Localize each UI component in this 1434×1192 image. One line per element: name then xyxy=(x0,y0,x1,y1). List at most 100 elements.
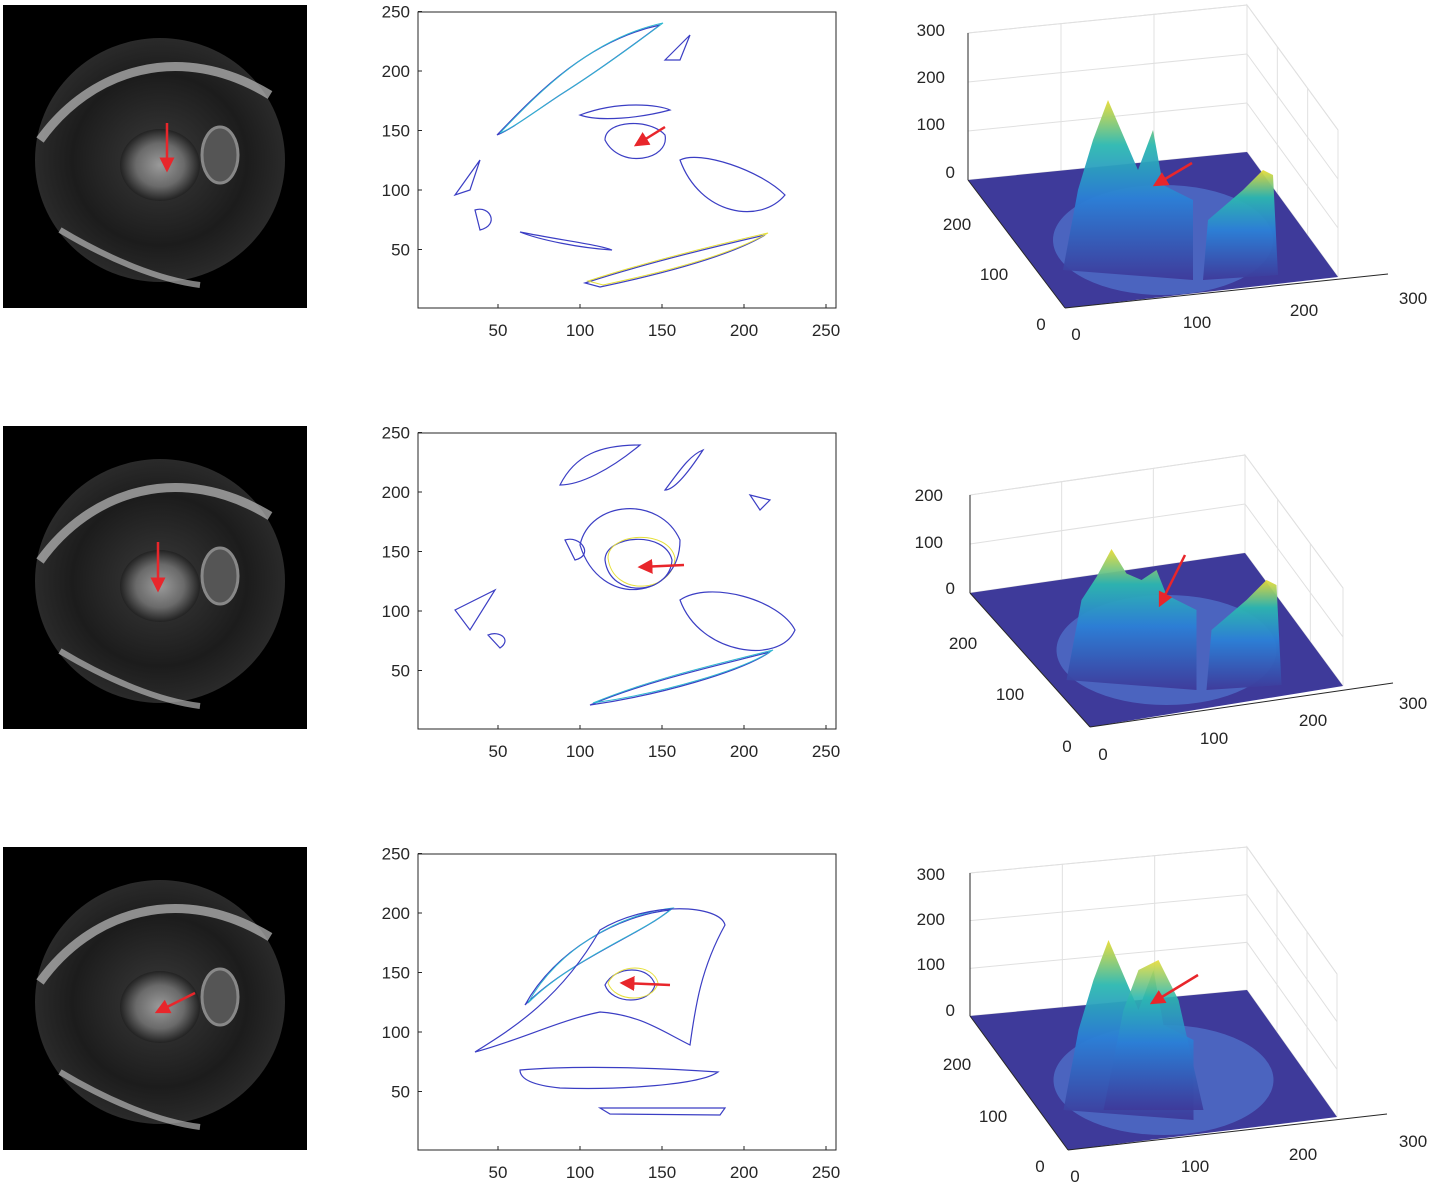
contour-line xyxy=(519,1066,720,1090)
x-tick-label: 100 xyxy=(566,1163,594,1182)
red-arrow-icon xyxy=(633,125,666,147)
contour-axes-box xyxy=(417,853,837,1151)
grid-line xyxy=(967,4,1339,131)
x-tick-label: 250 xyxy=(812,321,840,340)
x-tick-label: 100 xyxy=(1183,313,1211,332)
z-tick-label: 100 xyxy=(917,115,945,134)
contour-line xyxy=(604,538,673,589)
y-tick-label: 100 xyxy=(382,602,410,621)
mri-image xyxy=(3,426,307,729)
mri-chest-wall xyxy=(36,483,273,564)
y-tick-label: 50 xyxy=(391,1083,410,1102)
contour-line xyxy=(454,588,497,632)
y-tick-label: 150 xyxy=(382,964,410,983)
z-tick-label: 300 xyxy=(917,21,945,40)
red-arrow-icon xyxy=(637,558,685,574)
mri-structure xyxy=(200,546,240,606)
mri-bright-band xyxy=(58,1069,201,1130)
z-tick-label: 0 xyxy=(946,163,955,182)
x-axis xyxy=(1067,1113,1388,1151)
x-tick-label: 100 xyxy=(1181,1157,1209,1176)
surface-plot: 0 100 200 0 100 200 300 0 100 200 xyxy=(915,453,1427,764)
y-tick-label: 0 xyxy=(1036,315,1045,334)
z-tick-label: 200 xyxy=(915,486,943,505)
y-tick-label: 200 xyxy=(382,904,410,923)
red-arrow-icon xyxy=(1158,554,1187,608)
y-tick-label: 100 xyxy=(980,265,1008,284)
contour-plot: 50 100 150 200 250 50 100 150 200 250 xyxy=(382,3,841,341)
surface-ridge xyxy=(1206,580,1282,690)
figure-row-2: 50 100 150 200 250 50 100 150 200 250 0 100 200 0 100 2… xyxy=(3,424,1427,764)
x-tick-label: 50 xyxy=(489,321,508,340)
surface-ridge xyxy=(1203,170,1278,280)
mri-structure xyxy=(200,967,240,1027)
contour-line xyxy=(579,508,681,591)
z-tick-label: 200 xyxy=(917,910,945,929)
contour-line xyxy=(663,34,691,61)
contour-line xyxy=(604,123,666,160)
y-tick-label: 100 xyxy=(979,1107,1007,1126)
x-tick-label: 250 xyxy=(812,742,840,761)
x-tick-label: 300 xyxy=(1399,1132,1427,1151)
x-tick-label: 0 xyxy=(1098,745,1107,764)
x-tick-label: 200 xyxy=(730,321,758,340)
y-tick-label: 150 xyxy=(382,122,410,141)
contour-line xyxy=(564,538,586,561)
y-tick-label: 0 xyxy=(1062,737,1071,756)
x-tick-label: 100 xyxy=(566,321,594,340)
mri-left-ventricle xyxy=(120,129,200,201)
contour-plot: 50 100 150 200 250 50 100 150 200 250 xyxy=(382,424,841,762)
surface-peak xyxy=(1103,960,1204,1110)
z-tick-label: 0 xyxy=(946,579,955,598)
y-tick-label: 50 xyxy=(391,662,410,681)
contour-axes-box xyxy=(417,11,837,309)
z-tick-label: 100 xyxy=(915,533,943,552)
x-axis xyxy=(1064,273,1389,309)
x-tick-label: 100 xyxy=(1200,729,1228,748)
surface-peak xyxy=(1063,100,1193,280)
x-tick-label: 200 xyxy=(1299,711,1327,730)
y-tick-label: 200 xyxy=(949,634,977,653)
y-axis xyxy=(967,179,1066,309)
y-tick-label: 250 xyxy=(382,3,410,22)
mri-image xyxy=(3,5,307,308)
contour-line xyxy=(486,633,506,649)
grid-line xyxy=(969,846,1338,975)
mri-structure xyxy=(200,125,240,185)
x-tick-label: 150 xyxy=(648,321,676,340)
mri-bright-band xyxy=(58,648,201,709)
contour-axes-box xyxy=(417,432,837,730)
contour-line xyxy=(559,444,642,486)
y-tick-label: 150 xyxy=(382,543,410,562)
y-tick-label: 50 xyxy=(391,241,410,260)
contour-line xyxy=(499,22,664,134)
contour-line xyxy=(607,967,659,999)
mri-image xyxy=(3,847,307,1150)
contour-line xyxy=(597,1107,727,1116)
contour-line xyxy=(578,104,672,120)
mri-chest-wall xyxy=(36,62,273,143)
y-axis xyxy=(969,1015,1069,1151)
contour-line xyxy=(748,494,772,511)
surface-plot: 0 100 200 300 0 100 200 300 0 100 200 xyxy=(917,3,1427,344)
surface-plot: 0 100 200 300 0 100 200 300 0 100 200 xyxy=(917,845,1427,1186)
contour-line xyxy=(663,448,705,491)
x-tick-label: 200 xyxy=(730,742,758,761)
red-arrow-icon xyxy=(1149,973,1199,1005)
y-axis xyxy=(969,592,1091,728)
red-arrow-icon xyxy=(1152,161,1193,187)
x-tick-label: 300 xyxy=(1399,289,1427,308)
x-axis xyxy=(1089,682,1394,728)
figure-row-1: 50 100 150 200 250 50 100 150 200 250 0 100 200 300 0 1… xyxy=(3,3,1427,344)
y-tick-label: 200 xyxy=(943,215,971,234)
contour-line xyxy=(679,156,786,213)
x-tick-label: 150 xyxy=(648,1163,676,1182)
y-tick-label: 200 xyxy=(943,1055,971,1074)
y-tick-label: 200 xyxy=(382,62,410,81)
x-tick-label: 300 xyxy=(1399,694,1427,713)
mri-bright-band xyxy=(58,227,201,288)
contour-line xyxy=(679,591,796,651)
mri-left-ventricle xyxy=(120,550,200,622)
x-tick-label: 50 xyxy=(489,742,508,761)
